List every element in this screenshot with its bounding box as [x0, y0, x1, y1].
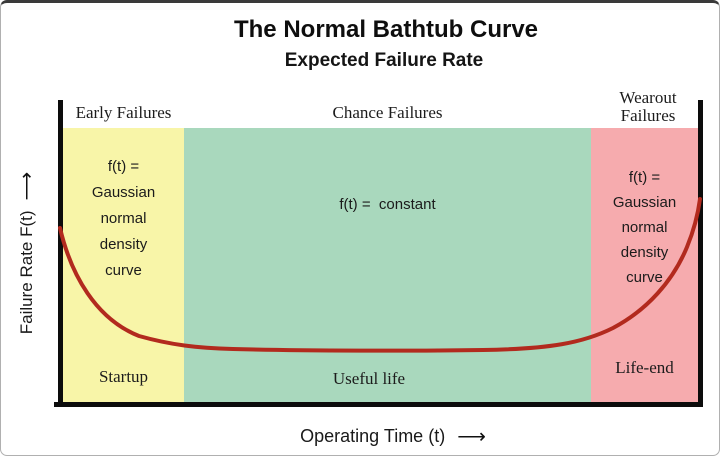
annotation-line: f(t) =	[628, 169, 661, 186]
annotation-line: Gaussian	[91, 184, 156, 201]
region-chance-failures	[184, 128, 591, 402]
label-chance-failures: Chance Failures	[332, 103, 443, 122]
annotation-line: normal	[621, 219, 668, 236]
page-title: The Normal Bathtub Curve	[233, 16, 539, 43]
annotation-line: density	[620, 244, 669, 261]
annotation-constant: f(t) = constant	[339, 196, 436, 213]
annotation-line: curve	[626, 269, 663, 286]
label-startup: Startup	[98, 367, 149, 386]
page-subtitle: Expected Failure Rate	[284, 50, 484, 71]
x-axis-label-text: Operating Time (t)	[300, 426, 446, 446]
label-useful-life: Useful life	[332, 369, 406, 388]
label-life-end: Life-end	[615, 358, 674, 377]
x-axis-line	[54, 402, 703, 407]
y-axis-label: Failure Rate F(t) ⟶	[16, 171, 38, 335]
x-axis-label: Operating Time (t) ⟶	[300, 426, 486, 447]
annotation-line: normal	[100, 210, 147, 227]
annotation-line: curve	[105, 262, 142, 279]
label-early-failures: Early Failures	[75, 103, 172, 122]
y-axis-label-text: Failure Rate F(t)	[17, 210, 36, 335]
plot-right-edge-line	[698, 100, 703, 407]
annotation-early-gaussian: f(t) = Gaussian normal density curve	[63, 154, 184, 284]
right-arrow-icon: ⟶	[457, 425, 486, 448]
annotation-line: density	[99, 236, 148, 253]
annotation-wearout-gaussian: f(t) = Gaussian normal density curve	[591, 165, 698, 290]
label-wearout-failures: Wearout Failures	[619, 88, 677, 125]
annotation-line: Gaussian	[612, 194, 677, 211]
annotation-line: f(t) =	[107, 158, 140, 175]
up-arrow-icon: ⟶	[16, 171, 38, 201]
